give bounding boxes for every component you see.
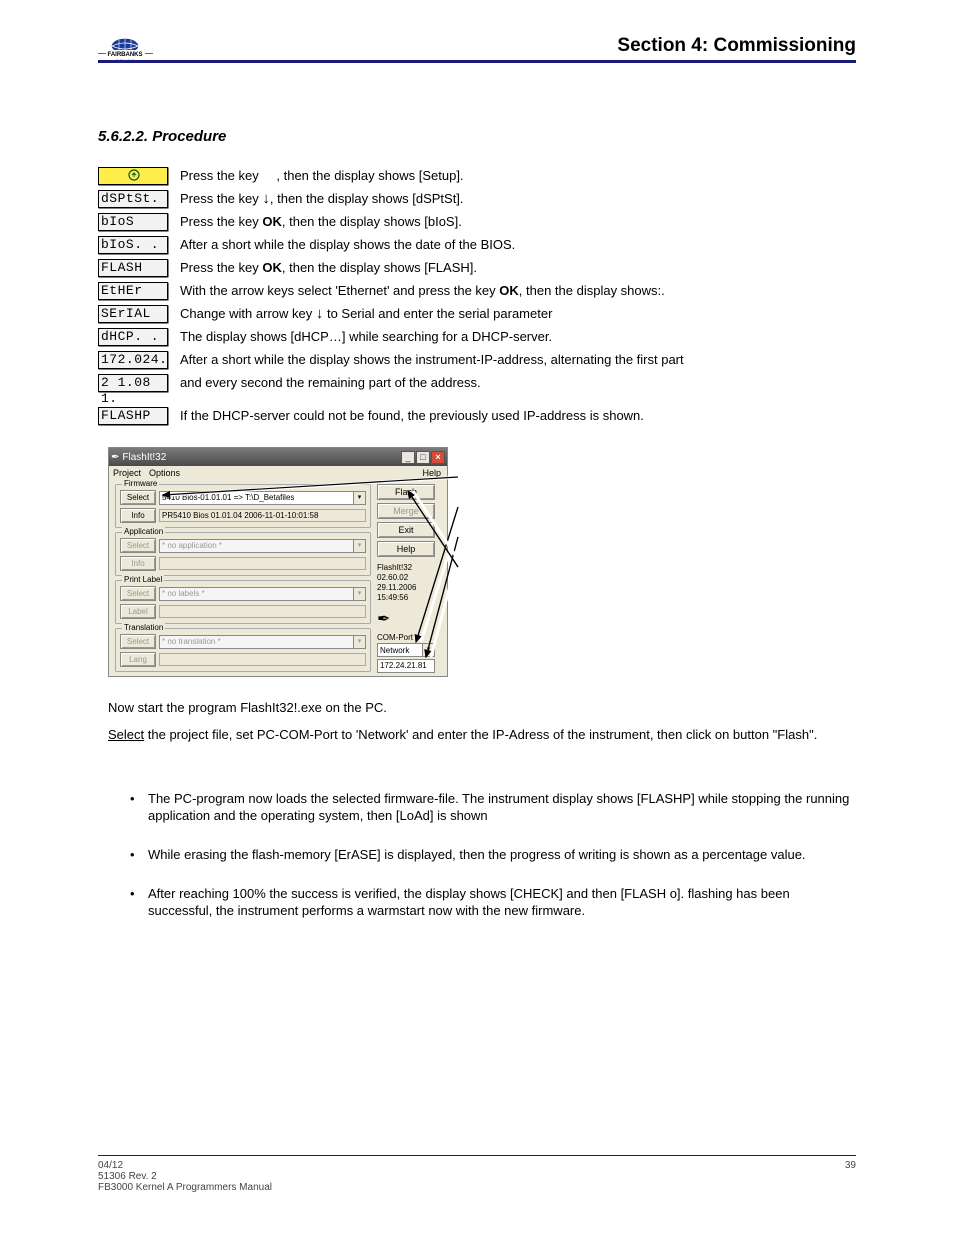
lcd-display: EtHEr xyxy=(98,282,168,300)
group-title: Print Label xyxy=(122,575,164,584)
trans-lang-button[interactable]: Lang xyxy=(120,652,156,667)
lcd-display: bIoS. . . xyxy=(98,236,168,254)
merge-button[interactable]: Merge xyxy=(377,503,435,519)
comport-combo[interactable]: Network▾ xyxy=(377,643,435,657)
bullet-item: After reaching 100% the success is verif… xyxy=(130,885,856,919)
lcd-display: 2 1.08 1. xyxy=(98,374,168,392)
chevron-down-icon[interactable]: ▾ xyxy=(353,492,365,504)
menu-options[interactable]: Options xyxy=(149,468,180,478)
firmware-select-button[interactable]: Select xyxy=(120,490,156,505)
svg-text:S C A L E S: S C A L E S xyxy=(116,59,135,63)
step-row: Press the key , then the display shows [… xyxy=(98,164,856,187)
trans-lang-value xyxy=(159,653,366,666)
chevron-down-icon[interactable]: ▾ xyxy=(422,644,434,656)
setup-icon xyxy=(98,167,168,185)
lcd-display: 172.024. xyxy=(98,351,168,369)
lcd-display: FLASH xyxy=(98,259,168,277)
chevron-down-icon[interactable]: ▾ xyxy=(353,636,365,648)
chevron-down-icon[interactable]: ▾ xyxy=(353,540,365,552)
lcd-display: dSPtSt. xyxy=(98,190,168,208)
print-select-button[interactable]: Select xyxy=(120,586,156,601)
app-select-button[interactable]: Select xyxy=(120,538,156,553)
app-combo[interactable]: * no application *▾ xyxy=(159,539,366,553)
window-title: FlashIt!32 xyxy=(122,452,166,463)
group-title: Application xyxy=(122,527,165,536)
step-text: Press the key OK, then the display shows… xyxy=(180,215,462,229)
svg-text:FAIRBANKS: FAIRBANKS xyxy=(107,52,142,58)
application-group: Application Select * no application *▾ I… xyxy=(115,532,371,576)
close-button[interactable]: × xyxy=(431,451,445,464)
feather-icon: ✒ xyxy=(111,452,119,463)
steps-block: Press the key , then the display shows [… xyxy=(98,164,856,427)
bullet-list: The PC-program now loads the selected fi… xyxy=(130,790,856,941)
step-text: Press the key OK, then the display shows… xyxy=(180,261,477,275)
trans-combo[interactable]: * no translation *▾ xyxy=(159,635,366,649)
app-info-value xyxy=(159,557,366,570)
flashit-window: ✒FlashIt!32 _ □ × Project Options Help F… xyxy=(108,447,448,677)
menubar: Project Options Help xyxy=(109,466,447,480)
comport-label: COM-Port xyxy=(377,633,441,642)
minimize-button[interactable]: _ xyxy=(401,451,415,464)
group-title: Translation xyxy=(122,623,165,632)
print-label-value xyxy=(159,605,366,618)
flash-button[interactable]: Flash xyxy=(377,484,435,500)
step-text: After a short while the display shows th… xyxy=(180,238,515,252)
window-titlebar: ✒FlashIt!32 _ □ × xyxy=(109,448,447,466)
header-rule xyxy=(98,60,856,63)
step-text: Press the key ↓, then the display shows … xyxy=(180,192,464,206)
para-1: Now start the program FlashIt32!.exe on … xyxy=(108,700,856,715)
paragraphs: Now start the program FlashIt32!.exe on … xyxy=(108,700,856,754)
procedure-title: 5.6.2.2. Procedure xyxy=(98,128,226,145)
ip-input[interactable]: 172.24.21.81 xyxy=(377,659,435,673)
step-text: The display shows [dHCP…] while searchin… xyxy=(180,330,552,344)
lcd-display: bIoS xyxy=(98,213,168,231)
step-text: After a short while the display shows th… xyxy=(180,353,684,367)
step-text: If the DHCP-server could not be found, t… xyxy=(180,409,644,423)
translation-group: Translation Select * no translation *▾ L… xyxy=(115,628,371,672)
step-text: With the arrow keys select 'Ethernet' an… xyxy=(180,284,665,298)
print-combo[interactable]: * no labels *▾ xyxy=(159,587,366,601)
firmware-info-value: PR5410 Bios 01.01.04 2006-11-01-10:01:58 xyxy=(159,509,366,522)
firmware-info-button[interactable]: Info xyxy=(120,508,156,523)
printlabel-group: Print Label Select * no labels *▾ Label xyxy=(115,580,371,624)
print-label-button[interactable]: Label xyxy=(120,604,156,619)
firmware-group: Firmware Select 5410 Bios-01.01.01 => T:… xyxy=(115,484,371,528)
lcd-display: SErIAL xyxy=(98,305,168,323)
group-title: Firmware xyxy=(122,479,159,488)
help-button[interactable]: Help xyxy=(377,541,435,557)
page-footer: 04/1239 51306 Rev. 2 FB3000 Kernel A Pro… xyxy=(98,1155,856,1193)
maximize-button[interactable]: □ xyxy=(416,451,430,464)
chevron-down-icon[interactable]: ▾ xyxy=(353,588,365,600)
menu-help[interactable]: Help xyxy=(422,468,441,478)
firmware-combo[interactable]: 5410 Bios-01.01.01 => T:\D_Betafiles▾ xyxy=(159,491,366,505)
menu-project[interactable]: Project xyxy=(113,468,141,478)
app-info-block: FlashIt!32 02.60.02 29.11.2006 15:49:56 xyxy=(377,563,441,603)
para-2: Select the project file, set PC-COM-Port… xyxy=(108,727,856,742)
app-info-button[interactable]: Info xyxy=(120,556,156,571)
fairbanks-logo: FAIRBANKS S C A L E S xyxy=(98,38,153,66)
lcd-display: FLASHP xyxy=(98,407,168,425)
feather-icon: ✒ xyxy=(377,609,441,629)
section-title: Section 4: Commissioning xyxy=(617,35,856,57)
step-text: Press the key , then the display shows [… xyxy=(180,169,464,183)
bullet-item: The PC-program now loads the selected fi… xyxy=(130,790,856,824)
trans-select-button[interactable]: Select xyxy=(120,634,156,649)
step-text: Change with arrow key ↓ to Serial and en… xyxy=(180,307,552,321)
exit-button[interactable]: Exit xyxy=(377,522,435,538)
step-text: and every second the remaining part of t… xyxy=(180,376,481,390)
lcd-display: dHCP. . . xyxy=(98,328,168,346)
bullet-item: While erasing the flash-memory [ErASE] i… xyxy=(130,846,856,863)
